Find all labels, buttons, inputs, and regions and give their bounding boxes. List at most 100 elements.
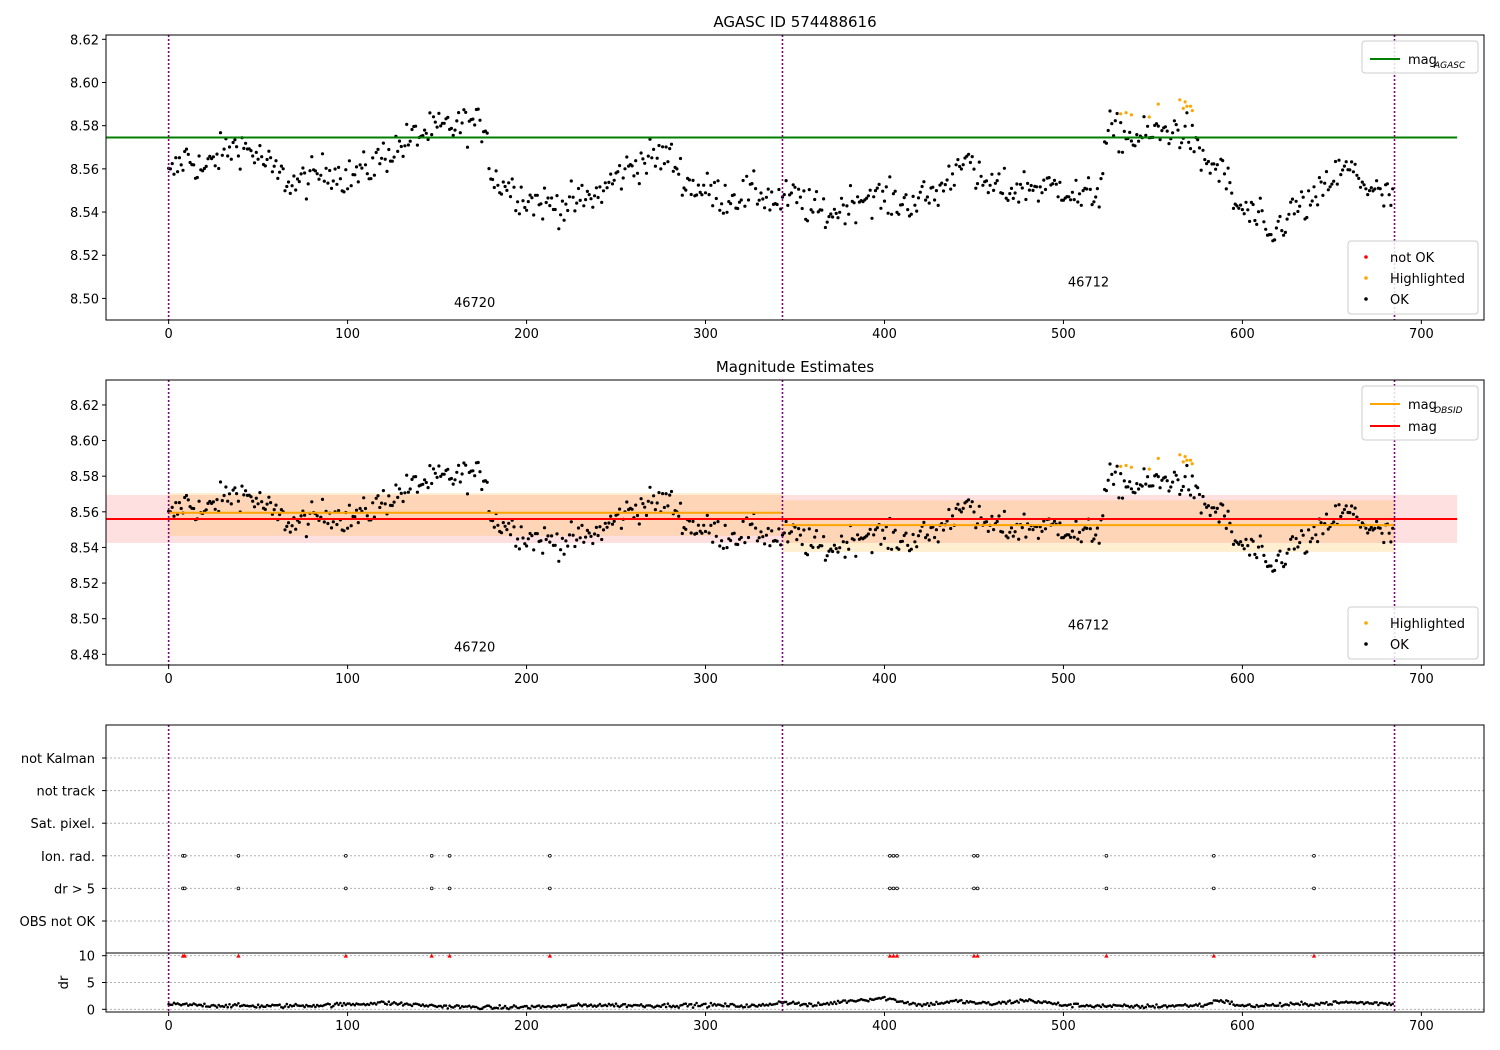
ok-point [832, 543, 837, 547]
ok-point [283, 189, 287, 193]
ok-point [244, 141, 248, 145]
ok-point [560, 536, 565, 541]
ok-point [915, 545, 919, 549]
ok-point [652, 494, 656, 498]
dr-point [1140, 1004, 1144, 1008]
y-tick-label: 8.52 [70, 249, 99, 264]
ok-point [1285, 217, 1289, 221]
ok-point [201, 169, 205, 173]
dr-point [1325, 1000, 1328, 1004]
ok-point [854, 221, 858, 225]
ok-point [1183, 475, 1187, 479]
ok-point [1002, 166, 1007, 170]
ok-point [414, 475, 418, 479]
dr-point [693, 1003, 697, 1007]
legend-label: OK [1390, 293, 1409, 308]
ok-point [711, 540, 715, 544]
ok-point [807, 527, 811, 531]
dr-point [947, 1001, 951, 1004]
dr-point [845, 1001, 849, 1004]
ok-point [172, 172, 176, 176]
dr-clipped-marker [343, 953, 349, 958]
ok-point [541, 551, 545, 555]
ok-point [875, 186, 879, 190]
ok-point [347, 159, 351, 163]
ok-point [1317, 176, 1321, 180]
ok-point [1342, 164, 1346, 168]
ok-point [750, 182, 754, 186]
dr-point [1130, 1004, 1133, 1008]
dr-point [1040, 1001, 1044, 1005]
ok-point [1171, 480, 1175, 484]
dr-point [421, 1003, 425, 1006]
legend-box [1347, 606, 1479, 660]
dr-point [1318, 1003, 1321, 1007]
highlighted-point [1190, 462, 1194, 466]
ok-point [421, 482, 425, 486]
ok-point [881, 189, 885, 193]
x-tick-label: 300 [693, 1019, 718, 1034]
ok-point [1332, 520, 1336, 524]
ok-point [1298, 541, 1302, 545]
ok-point [1387, 531, 1391, 535]
ok-point [814, 190, 819, 194]
dr-point [1219, 999, 1223, 1002]
dr-point [1387, 1001, 1391, 1005]
ok-point [664, 492, 668, 496]
ok-point [224, 485, 228, 489]
ok-point [755, 202, 760, 206]
ok-point [798, 533, 803, 537]
ok-point [968, 504, 973, 509]
dr-point [1248, 1003, 1251, 1006]
dr-point [564, 1003, 568, 1007]
ok-point [839, 534, 844, 538]
dr-point [632, 1003, 636, 1007]
ok-point [598, 525, 602, 529]
ok-point [1097, 205, 1101, 209]
ok-point [1040, 529, 1044, 534]
dr-clipped-marker [547, 953, 553, 958]
ok-point [1239, 203, 1243, 207]
x-tick-label: 500 [1051, 327, 1076, 342]
ok-point [1235, 204, 1239, 208]
ok-point [775, 202, 779, 207]
ok-point [564, 539, 568, 543]
dr-point [1298, 1003, 1301, 1007]
ok-point [322, 520, 326, 524]
ok-point [1258, 534, 1262, 538]
ok-point [879, 542, 883, 546]
ok-point [260, 500, 264, 504]
ok-point [1069, 535, 1073, 540]
ok-point [383, 502, 387, 506]
dr-point [1026, 999, 1029, 1003]
ok-point [1042, 519, 1046, 523]
ok-point [632, 174, 636, 178]
ok-point [1160, 478, 1164, 482]
ok-point [1294, 199, 1298, 203]
dr-clipped-marker [429, 953, 434, 958]
ok-point [714, 196, 718, 201]
ok-point [902, 533, 906, 538]
ok-point [635, 513, 640, 518]
ok-point [666, 504, 670, 508]
ok-point [399, 491, 403, 495]
ok-point [1165, 129, 1169, 133]
dr-point [639, 1003, 643, 1006]
ok-point [825, 220, 829, 224]
ok-point [279, 508, 283, 512]
dr-point [675, 1004, 679, 1008]
ok-point [941, 528, 946, 532]
ok-point [934, 189, 939, 193]
dr-point [607, 1002, 611, 1006]
dr-point [400, 1001, 403, 1004]
dr-point [727, 1005, 731, 1008]
dr-point [230, 1005, 233, 1009]
ok-point [1067, 195, 1071, 199]
ok-point [936, 540, 940, 544]
ok-point [546, 534, 550, 538]
ok-point [607, 180, 611, 184]
ok-point [356, 180, 360, 184]
ok-point [739, 535, 743, 540]
ok-point [480, 487, 484, 492]
